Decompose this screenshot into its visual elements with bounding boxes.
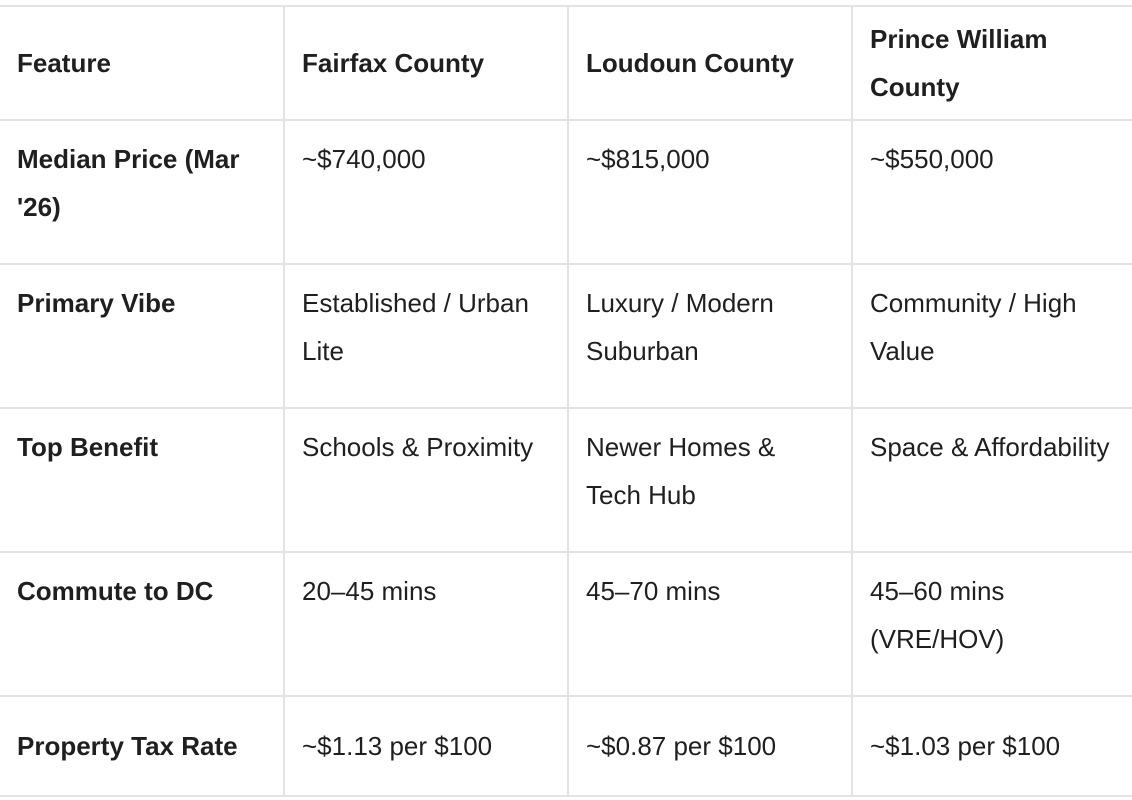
header-feature: Feature: [0, 5, 285, 121]
cell-prince-william-primary-vibe: Community / High Value: [851, 263, 1132, 409]
cell-loudoun-primary-vibe: Luxury / Modern Suburban: [567, 263, 853, 409]
cell-fairfax-commute: 20–45 mins: [283, 551, 569, 697]
comparison-table-container: Feature Fairfax County Loudoun County Pr…: [0, 5, 1132, 797]
header-prince-william-county: Prince William County: [851, 5, 1132, 121]
table-header-row: Feature Fairfax County Loudoun County Pr…: [0, 5, 1132, 121]
cell-loudoun-commute: 45–70 mins: [567, 551, 853, 697]
row-label-primary-vibe: Primary Vibe: [0, 263, 285, 409]
cell-fairfax-property-tax: ~$1.13 per $100: [283, 695, 569, 797]
cell-loudoun-median-price: ~$815,000: [567, 119, 853, 265]
table-row: Top Benefit Schools & Proximity Newer Ho…: [0, 407, 1132, 553]
cell-prince-william-median-price: ~$550,000: [851, 119, 1132, 265]
cell-loudoun-top-benefit: Newer Homes & Tech Hub: [567, 407, 853, 553]
county-comparison-table: Feature Fairfax County Loudoun County Pr…: [0, 5, 1132, 797]
table-row: Property Tax Rate ~$1.13 per $100 ~$0.87…: [0, 695, 1132, 797]
cell-fairfax-median-price: ~$740,000: [283, 119, 569, 265]
header-fairfax-county: Fairfax County: [283, 5, 569, 121]
cell-fairfax-top-benefit: Schools & Proximity: [283, 407, 569, 553]
header-loudoun-county: Loudoun County: [567, 5, 853, 121]
table-row: Primary Vibe Established / Urban Lite Lu…: [0, 263, 1132, 409]
cell-fairfax-primary-vibe: Established / Urban Lite: [283, 263, 569, 409]
cell-prince-william-commute: 45–60 mins (VRE/HOV): [851, 551, 1132, 697]
cell-prince-william-top-benefit: Space & Affordability: [851, 407, 1132, 553]
row-label-top-benefit: Top Benefit: [0, 407, 285, 553]
table-row: Commute to DC 20–45 mins 45–70 mins 45–6…: [0, 551, 1132, 697]
cell-loudoun-property-tax: ~$0.87 per $100: [567, 695, 853, 797]
table-row: Median Price (Mar '26) ~$740,000 ~$815,0…: [0, 119, 1132, 265]
row-label-median-price: Median Price (Mar '26): [0, 119, 285, 265]
row-label-commute: Commute to DC: [0, 551, 285, 697]
row-label-property-tax: Property Tax Rate: [0, 695, 285, 797]
cell-prince-william-property-tax: ~$1.03 per $100: [851, 695, 1132, 797]
